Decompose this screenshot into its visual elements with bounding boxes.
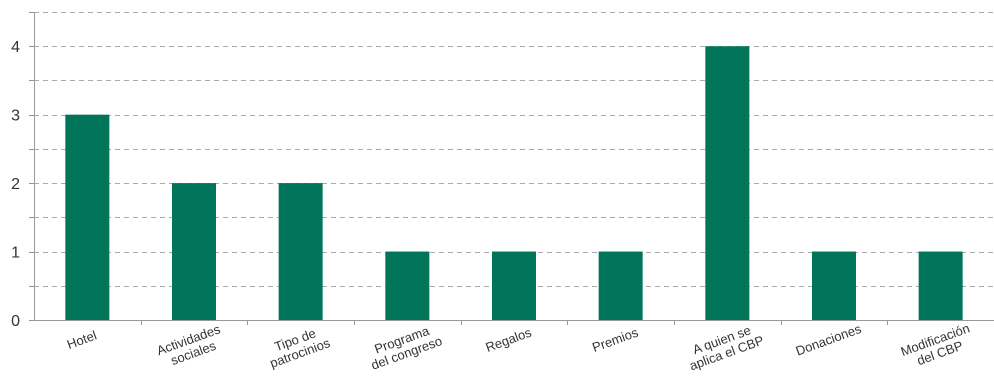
x-tick-label: Regalos: [483, 324, 533, 355]
x-tick-label: Modificacióndel CBP: [899, 320, 977, 372]
bar: [385, 251, 430, 320]
bar: [812, 251, 856, 320]
y-tick-label: 2: [11, 176, 20, 193]
x-axis: Hotel Actividadessociales Tipo depatrocini…: [34, 319, 994, 373]
y-tick-label: 3: [11, 108, 20, 125]
x-tick-label: Programadel congreso: [364, 320, 444, 373]
bar: [278, 183, 323, 320]
bar: [172, 183, 216, 320]
y-axis: 0 1 2 3 4: [11, 12, 35, 330]
x-tick-label: Actividadessociales: [155, 321, 228, 371]
x-tick-label: Hotel: [65, 327, 99, 352]
y-tick-label: 4: [11, 39, 20, 56]
y-tick-label: 1: [11, 245, 20, 262]
x-tick-label: Tipo depatrocinios: [263, 322, 332, 371]
bar: [492, 251, 536, 320]
x-tick-label: A quien seaplica el CBP: [683, 319, 766, 373]
bar: [918, 251, 963, 320]
x-tick-label: Donaciones: [794, 321, 864, 359]
bar: [65, 114, 110, 321]
x-tick-label: Premios: [590, 324, 640, 355]
bars: [65, 46, 963, 321]
bar: [598, 251, 643, 320]
y-tick-label: 0: [11, 313, 20, 330]
bar: [705, 46, 750, 320]
